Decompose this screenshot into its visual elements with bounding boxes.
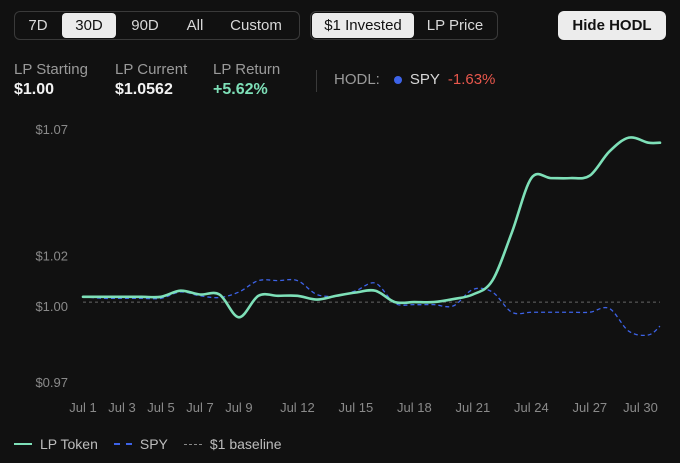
stat-label: LP Current <box>115 61 188 78</box>
x-tick-label: Jul 9 <box>225 400 252 415</box>
x-tick-label: Jul 3 <box>108 400 135 415</box>
stat-value: +5.62% <box>213 81 268 98</box>
x-tick-label: Jul 21 <box>456 400 491 415</box>
legend-label: SPY <box>139 436 168 452</box>
mode-tab-lp-price[interactable]: LP Price <box>426 17 484 34</box>
stat-label: LP Return <box>213 61 281 78</box>
range-tab-7d[interactable]: 7D <box>28 17 48 34</box>
hodl-summary: HODL: SPY -1.63% <box>334 71 495 88</box>
stat-lp-return: LP Return +5.62% <box>213 61 280 99</box>
legend-swatch-dashed <box>113 443 132 445</box>
spy-dot-icon <box>393 75 402 84</box>
y-tick-label: $1.02 <box>35 249 68 264</box>
x-tick-label: Jul 5 <box>147 400 174 415</box>
stat-lp-current: LP Current $1.0562 <box>115 61 187 99</box>
stat-label: LP Starting <box>14 61 88 78</box>
hide-hodl-button[interactable]: Hide HODL <box>558 11 666 40</box>
range-tab-all[interactable]: All <box>186 17 204 34</box>
range-tab-custom[interactable]: Custom <box>230 17 282 34</box>
legend-label: $1 baseline <box>209 436 282 452</box>
legend-item-spy: SPY <box>113 436 168 452</box>
hodl-value: -1.63% <box>447 71 496 88</box>
legend-item-baseline: $1 baseline <box>183 436 282 452</box>
mode-tab-invested[interactable]: $1 Invested <box>312 13 414 38</box>
y-tick-label: $1.00 <box>35 299 68 314</box>
stats-divider <box>316 70 317 92</box>
hodl-asset: SPY <box>409 71 440 88</box>
x-tick-label: Jul 15 <box>339 400 374 415</box>
x-tick-label: Jul 1 <box>69 400 96 415</box>
x-tick-label: Jul 18 <box>397 400 432 415</box>
range-selector: 7D 30D 90D All Custom <box>14 11 300 40</box>
x-tick-label: Jul 30 <box>623 400 658 415</box>
x-tick-label: Jul 24 <box>514 400 549 415</box>
range-tab-90d[interactable]: 90D <box>131 17 159 34</box>
stat-value: $1.0562 <box>115 81 173 98</box>
hodl-label: HODL: <box>334 71 380 88</box>
x-tick-label: Jul 7 <box>186 400 213 415</box>
x-tick-label: Jul 27 <box>572 400 607 415</box>
stat-value: $1.00 <box>14 81 55 98</box>
series-line-spy <box>82 278 661 337</box>
legend-item-lp: LP Token <box>14 436 98 452</box>
y-tick-label: $0.97 <box>35 375 68 390</box>
y-tick-label: $1.07 <box>35 122 68 137</box>
stat-lp-starting: LP Starting $1.00 <box>14 61 88 99</box>
x-tick-label: Jul 12 <box>280 400 315 415</box>
legend-swatch-solid <box>14 443 32 445</box>
range-tab-30d[interactable]: 30D <box>62 13 116 38</box>
legend-label: LP Token <box>40 436 98 452</box>
legend-swatch-dotted <box>183 443 202 445</box>
chart-legend: LP Token SPY $1 baseline <box>14 436 298 452</box>
series-line-lp-token <box>81 136 662 319</box>
mode-selector: $1 Invested LP Price <box>310 11 498 40</box>
